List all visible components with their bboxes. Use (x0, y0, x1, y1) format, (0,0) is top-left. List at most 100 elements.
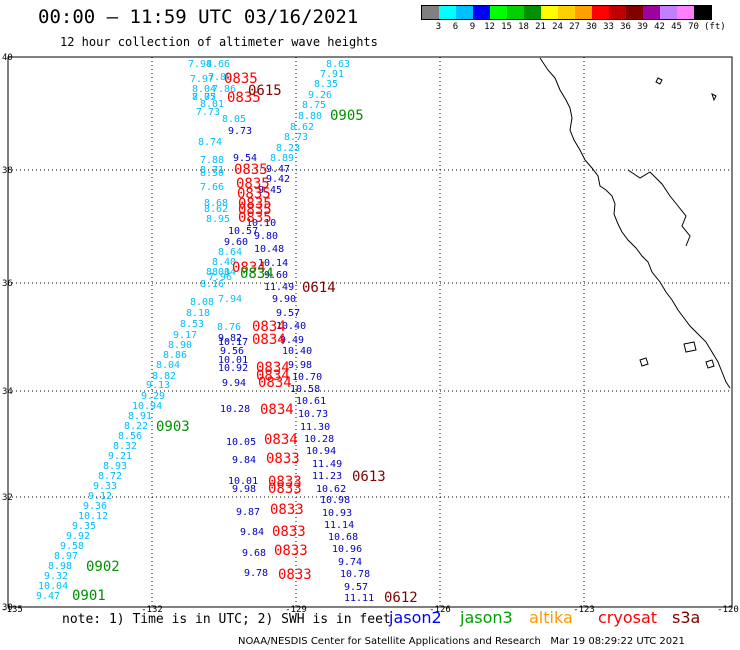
track-value-label: 7.97 (190, 74, 214, 85)
track-value-label: 9.78 (244, 568, 268, 579)
legend-labels: 3 6 9 12 15 18 21 24 27 30 33 36 39 42 45 70 (ft) (421, 20, 726, 34)
track-value-label: 10.48 (254, 244, 284, 255)
track-value-label: 9.47 (266, 164, 290, 175)
track-value-label: 0835 (234, 162, 268, 178)
legend-swatch (439, 6, 456, 19)
track-value-label: 0834 (232, 260, 266, 276)
track-value-label: 0834 (260, 402, 294, 418)
track-value-label: 10.58 (290, 384, 320, 395)
latitude-tick-label: 34 (2, 387, 13, 397)
track-value-label: 8.66 (206, 59, 230, 70)
track-value-label: 8.68 (204, 198, 228, 209)
longitude-tick-label: -126 (429, 605, 451, 615)
satellite-legend-altika: altika (529, 608, 573, 627)
track-value-label: 10.96 (332, 544, 362, 555)
track-value-label: 9.98 (232, 484, 256, 495)
track-value-label: 0835 (224, 71, 258, 87)
track-value-label: 8.18 (186, 308, 210, 319)
track-value-label: 8.75 (302, 100, 326, 111)
track-value-label: 9.90 (272, 294, 296, 305)
track-value-label: 8.62 (204, 204, 228, 215)
coastline-bay (627, 169, 691, 247)
track-value-label: 11.11 (344, 593, 374, 604)
legend-label: 12 (484, 22, 495, 32)
longitude-tick-label: -120 (717, 605, 739, 615)
track-value-label: 10.04 (38, 581, 68, 592)
track-value-label: 10.73 (298, 409, 328, 420)
track-value-label: 9.42 (266, 174, 290, 185)
track-value-label: 0612 (384, 590, 418, 606)
track-value-label: 7.86 (212, 84, 236, 95)
track-value-label: 9.21 (108, 451, 132, 462)
track-value-label: 9.33 (93, 481, 117, 492)
track-value-label: 8.80 (298, 111, 322, 122)
track-value-label: 0615 (248, 83, 282, 99)
track-value-label: 8.71 (200, 165, 224, 176)
track-value-label: 11.23 (312, 471, 342, 482)
track-value-label: 9.13 (146, 380, 170, 391)
track-value-label: 8.04 (212, 267, 236, 278)
track-value-label: 9.29 (141, 391, 165, 402)
track-value-label: 9.73 (228, 126, 252, 137)
track-value-label: 7.88 (200, 155, 224, 166)
coastline-detail (655, 77, 717, 102)
track-value-label: 9.49 (280, 335, 304, 346)
track-value-label: 8.01 (200, 99, 224, 110)
legend-swatch (507, 6, 524, 19)
coastline (539, 57, 731, 389)
legend-swatch (456, 6, 473, 19)
legend-swatch (643, 6, 660, 19)
track-value-label: 8.98 (48, 561, 72, 572)
axis-tick-labels: -135 -132 -129 -126 -123 -120 40 38 36 34 32 30 (1, 53, 739, 615)
track-value-label: 9.98 (288, 360, 312, 371)
track-value-label: 11.30 (300, 422, 330, 433)
track-value-label: 10.62 (316, 484, 346, 495)
track-value-label: 0835 (238, 210, 272, 226)
track-value-label: 8.05 (222, 114, 246, 125)
legend-swatch (609, 6, 626, 19)
latitude-tick-label: 30 (2, 603, 13, 613)
track-value-label: 7.75 (192, 92, 216, 103)
track-value-label: 9.82 (218, 333, 242, 344)
track-value-label: 11.14 (324, 520, 354, 531)
track-value-label: 9.12 (88, 491, 112, 502)
track-value-label: 9.17 (173, 330, 197, 341)
track-value-label: 0613 (352, 469, 386, 485)
track-value-label: 10.05 (226, 437, 256, 448)
legend-label: 33 (603, 22, 614, 32)
track-value-label: 7.73 (196, 107, 220, 118)
map-subtitle: 12 hour collection of altimeter wave hei… (60, 35, 378, 49)
legend-swatch (524, 6, 541, 19)
track-value-label: 10.92 (218, 363, 248, 374)
track-value-label: 8.95 (206, 214, 230, 225)
track-value-label: 10.28 (304, 434, 334, 445)
legend-label: 39 (637, 22, 648, 32)
track-value-label: 0834 (252, 319, 286, 335)
track-value-label: 0905 (330, 108, 364, 124)
longitude-tick-label: -129 (285, 605, 307, 615)
track-value-label: 8.63 (326, 59, 350, 70)
legend-swatch (558, 6, 575, 19)
longitude-tick-label: -132 (141, 605, 163, 615)
track-value-label: 10.17 (218, 337, 248, 348)
longitude-tick-label: -135 (1, 605, 23, 615)
track-value-label: 0833 (268, 474, 302, 490)
satellite-legend-cryosat: cryosat (598, 608, 658, 627)
legend-label: 30 (586, 22, 597, 32)
track-labels: 7.948.667.977.808.047.868.077.758.017.73… (36, 59, 418, 606)
track-value-label: 9.32 (44, 571, 68, 582)
track-value-label: 8.73 (284, 132, 308, 143)
track-value-label: 11.49 (312, 459, 342, 470)
footer-note: note: 1) Time is in UTC; 2) SWH is in fe… (62, 612, 391, 627)
track-value-label: 0833 (278, 567, 312, 583)
satellite-legend-s3a: s3a (672, 608, 701, 627)
track-value-label: 0835 (227, 90, 261, 106)
satellite-legend-jason2: jason2 (389, 608, 442, 627)
track-value-label: 8.64 (218, 247, 242, 258)
track-value-label: 10.12 (78, 511, 108, 522)
track-value-label: 7.94 (218, 294, 242, 305)
latitude-tick-label: 36 (2, 279, 13, 289)
legend-swatch (677, 6, 694, 19)
track-value-label: 8.22 (124, 421, 148, 432)
